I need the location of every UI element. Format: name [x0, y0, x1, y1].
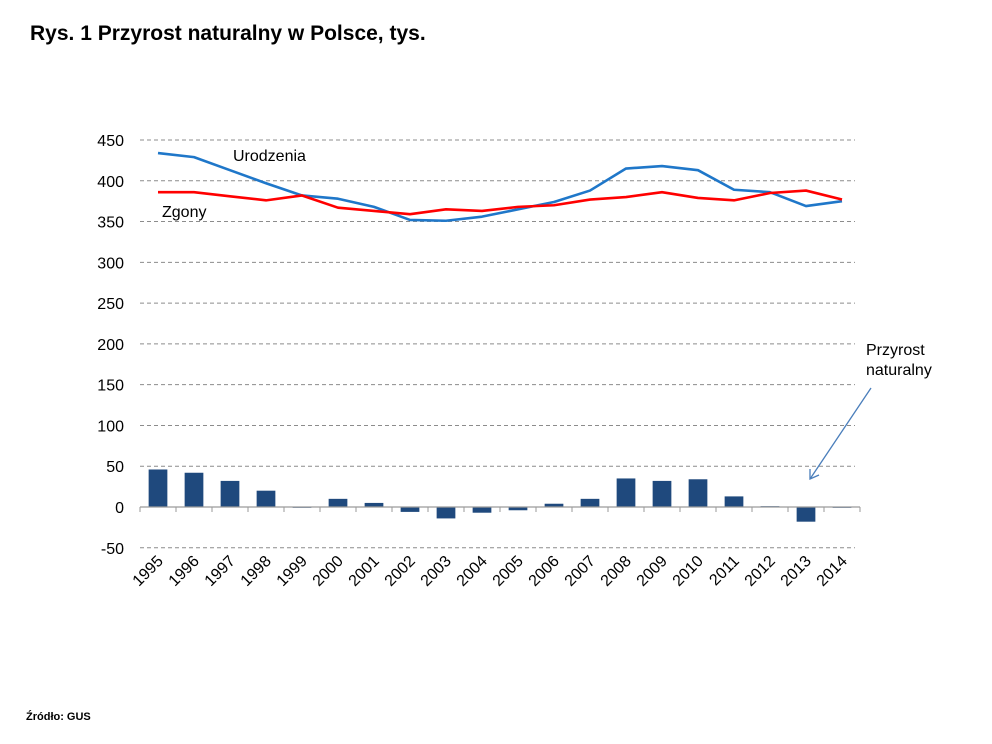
bar-2003 [436, 507, 456, 519]
y-tick-label: 250 [97, 296, 124, 313]
annotations: Urodzenia Zgony Przyrost naturalny [162, 148, 932, 481]
bar-2007 [580, 498, 600, 507]
annotation-urodzenia: Urodzenia [233, 148, 306, 165]
y-tick-label: 450 [97, 133, 124, 150]
y-tick-label: 150 [97, 378, 124, 395]
bar-1995 [148, 469, 168, 507]
x-tick-label: 2001 [346, 553, 383, 590]
gridlines [140, 139, 855, 549]
annotation-arrow [809, 387, 872, 481]
x-tick-label: 2010 [670, 553, 707, 590]
line-zgony [158, 189, 843, 216]
bar-2009 [652, 480, 672, 507]
bar-2004 [472, 507, 492, 513]
x-tick-label: 1995 [130, 553, 167, 590]
chart-title: Rys. 1 Przyrost naturalny w Polsce, tys. [30, 22, 426, 45]
x-tick-label: 1999 [274, 553, 311, 590]
y-axis-tick-labels: -50 0 50 100 150 200 250 300 350 400 450 [97, 133, 124, 558]
line-urodzenia [157, 151, 843, 223]
line-series [157, 151, 843, 223]
bar-2005 [508, 507, 528, 511]
x-tick-label: 1998 [238, 553, 275, 590]
bar-2006 [544, 503, 564, 507]
x-tick-label: 2012 [742, 553, 779, 590]
x-tick-label: 2013 [778, 553, 815, 590]
x-tick-label: 2004 [454, 553, 491, 590]
source-note: Źródło: GUS [26, 711, 91, 723]
x-tick-label: 2007 [562, 553, 599, 590]
x-tick-label: 1996 [166, 553, 203, 590]
bar-2000 [328, 498, 348, 507]
x-tick-label: 2003 [418, 553, 455, 590]
x-tick-label: 2011 [706, 553, 742, 589]
y-tick-label: 0 [115, 500, 124, 517]
x-tick-label: 1997 [202, 553, 239, 590]
y-tick-label: 400 [97, 174, 124, 191]
y-tick-label: 200 [97, 337, 124, 354]
y-tick-label: -50 [101, 541, 124, 558]
x-tick-label: 2014 [814, 553, 851, 590]
bar-2002 [400, 507, 420, 512]
y-tick-label: 350 [97, 215, 124, 232]
bar-2008 [616, 478, 636, 507]
x-axis-tick-labels: 1995199619971998199920002001200220032004… [130, 553, 851, 590]
bar-2001 [364, 502, 384, 507]
x-tick-label: 2008 [598, 553, 635, 590]
x-tick-label: 2005 [490, 553, 527, 590]
x-tick-label: 2006 [526, 553, 563, 590]
x-tick-label: 2000 [310, 553, 347, 590]
x-tick-label: 2002 [382, 553, 419, 590]
bar-2011 [724, 496, 744, 507]
bar-1997 [220, 480, 240, 507]
annotation-zgony: Zgony [162, 204, 206, 221]
y-tick-label: 100 [97, 418, 124, 435]
y-tick-label: 300 [97, 255, 124, 272]
bar-1996 [184, 472, 204, 507]
annotation-przyrost-line1: Przyrost [866, 342, 925, 359]
y-tick-label: 50 [106, 459, 124, 476]
bar-series-przyrost [148, 469, 852, 522]
x-tick-label: 2009 [634, 553, 671, 590]
bar-1998 [256, 490, 276, 507]
x-axis [139, 506, 861, 512]
annotation-przyrost-line2: naturalny [866, 362, 932, 379]
bar-2013 [796, 507, 816, 522]
bar-2010 [688, 479, 708, 507]
